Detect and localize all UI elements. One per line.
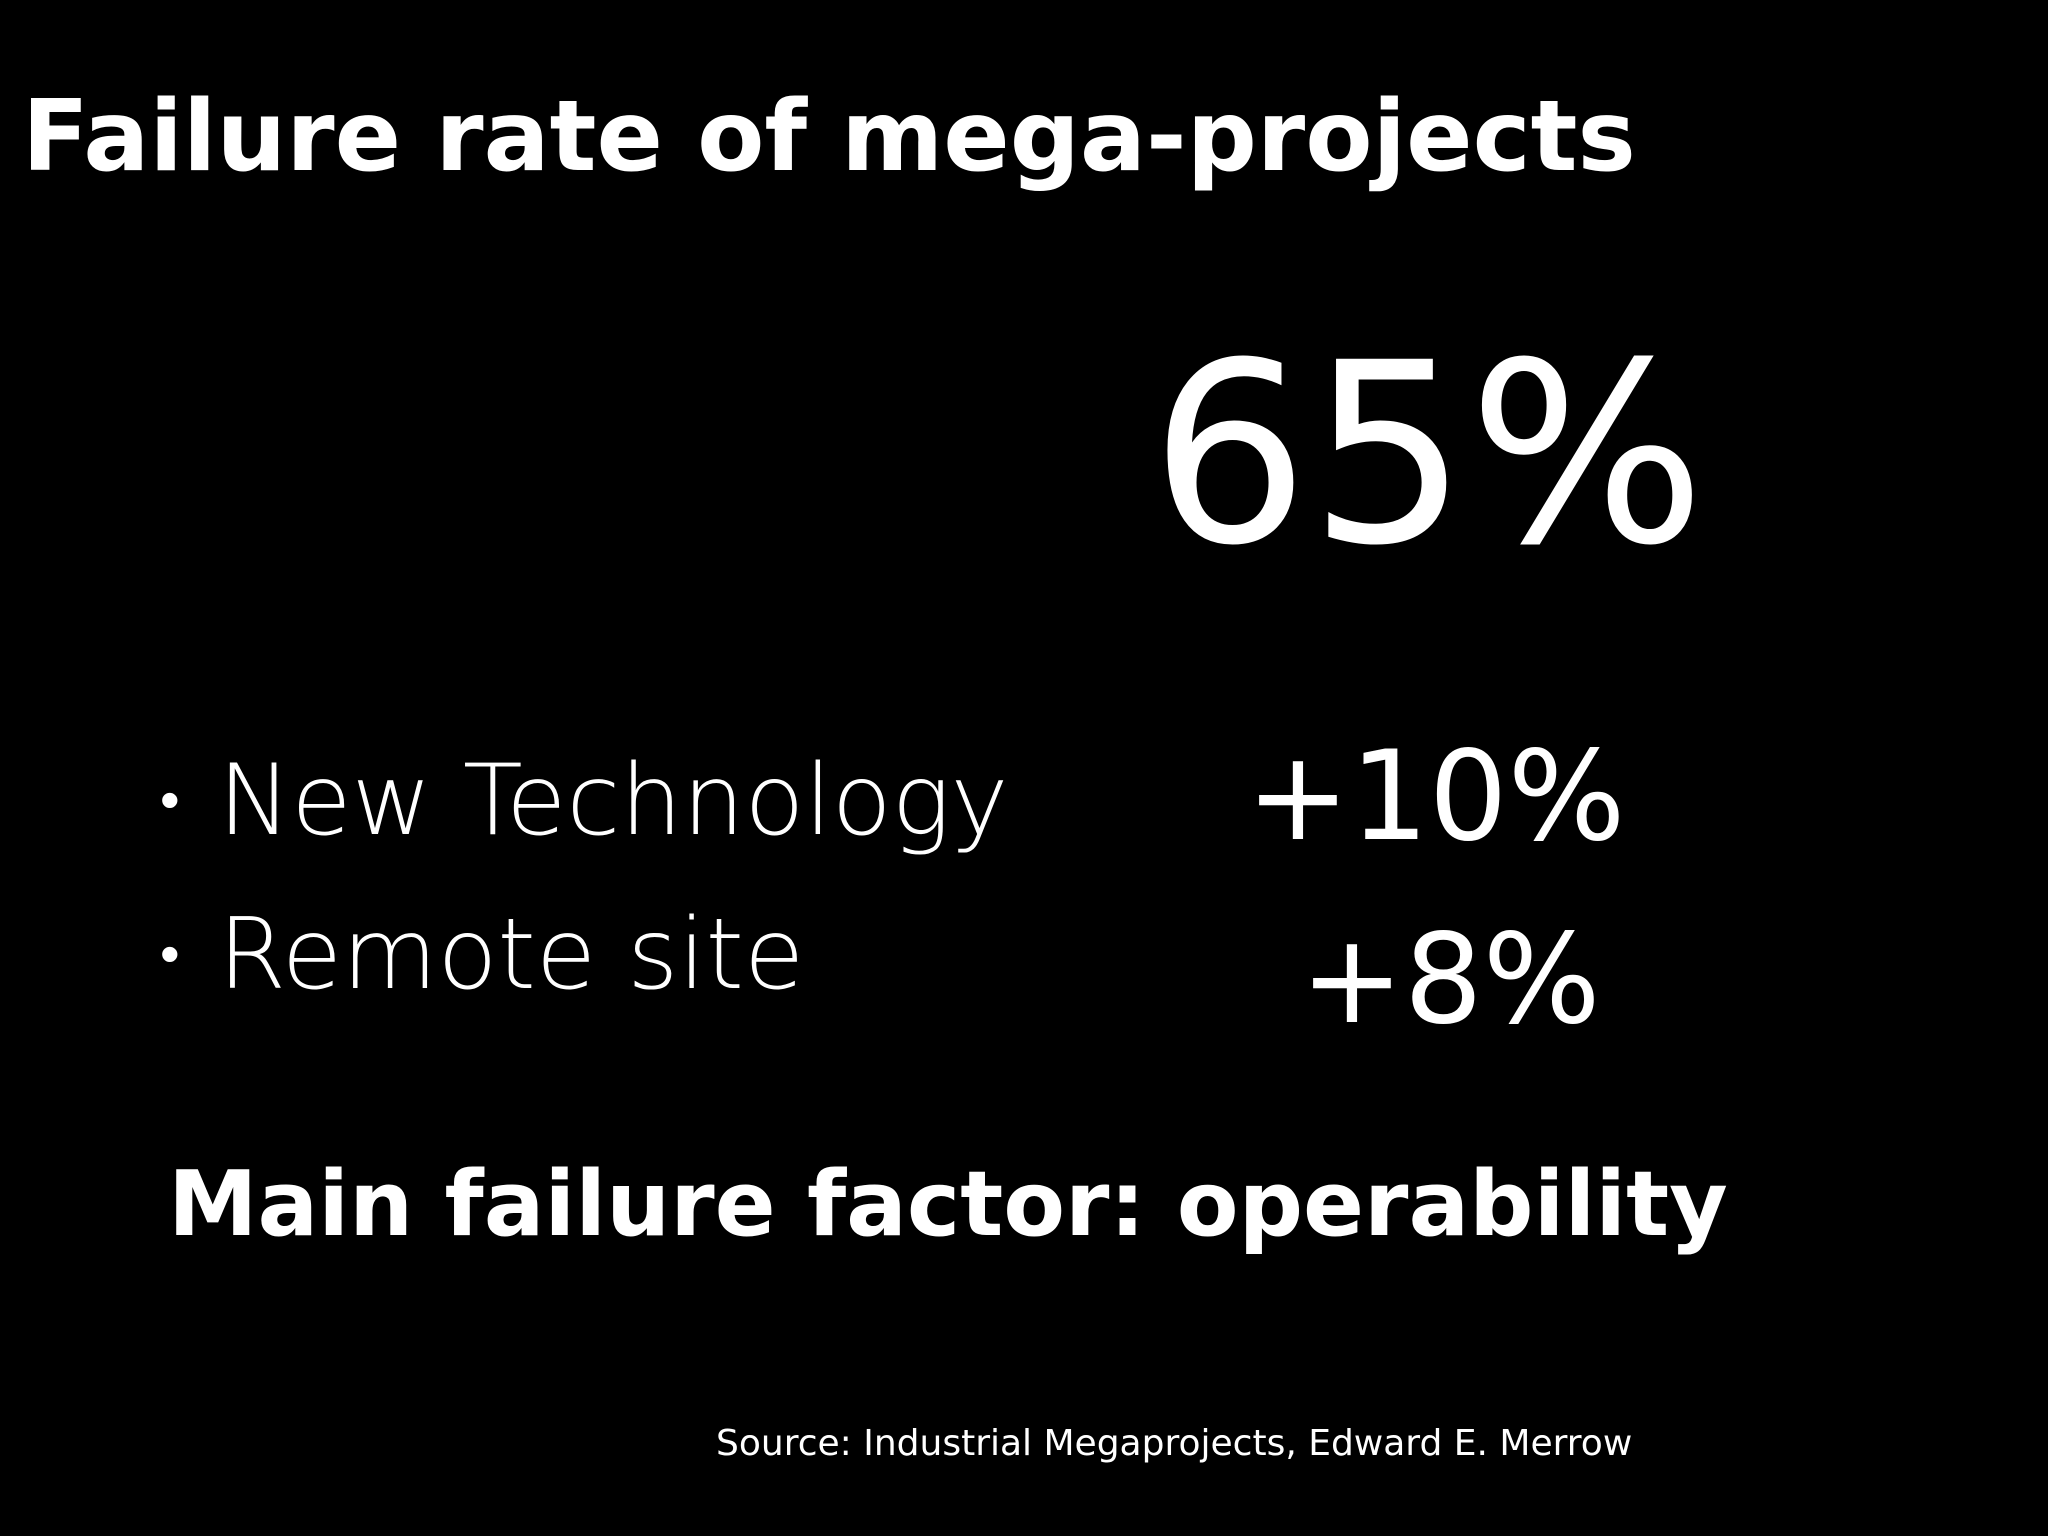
factor-item: • New Technology <box>160 752 1008 850</box>
bullet-icon: • <box>160 768 180 833</box>
slide-title: Failure rate of mega-projects <box>22 80 1636 194</box>
factor-value: +10% <box>1246 725 1626 869</box>
bullet-icon: • <box>160 922 180 987</box>
main-failure-factor: Main failure factor: operability <box>168 1152 1728 1257</box>
factor-value: +8% <box>1300 908 1601 1052</box>
failure-rate-stat: 65% <box>1150 309 1706 600</box>
factor-label: Remote site <box>218 898 805 1012</box>
factor-label: New Technology <box>218 744 1009 858</box>
factor-item: • Remote site <box>160 906 804 1004</box>
source-citation: Source: Industrial Megaprojects, Edward … <box>716 1423 1633 1464</box>
